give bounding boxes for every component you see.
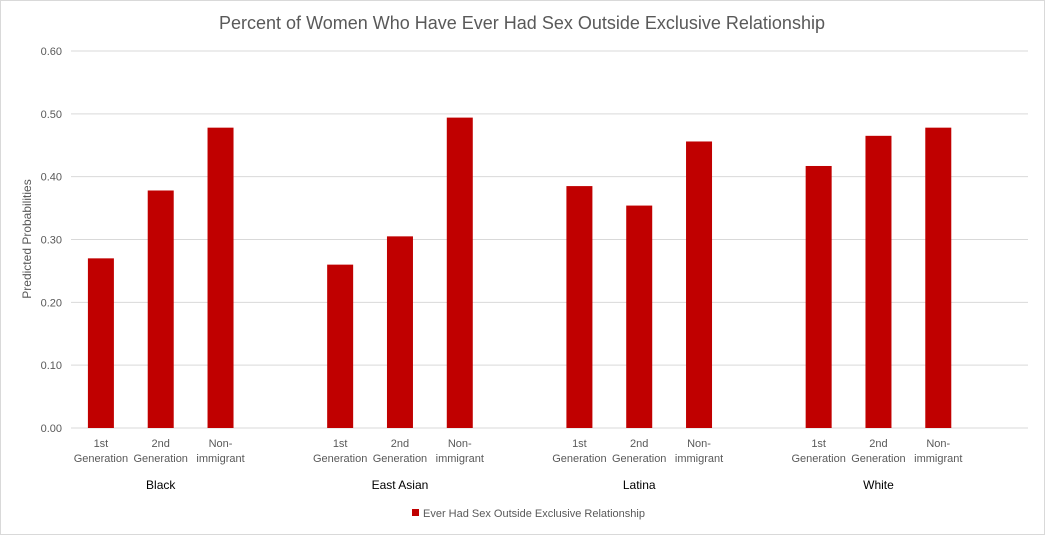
legend-label: Ever Had Sex Outside Exclusive Relations… <box>423 508 645 520</box>
bars <box>87 117 952 429</box>
subcategory-label: Generation <box>851 453 905 465</box>
subcategory-label: Non- <box>209 438 233 450</box>
subcategory-label: Generation <box>373 453 427 465</box>
legend: Ever Had Sex Outside Exclusive Relations… <box>412 508 645 520</box>
x-axis-labels: 1st Generation 2nd Generation Non-immigrant B… <box>74 438 963 492</box>
y-axis-label: Predicted Probabilities <box>20 179 34 298</box>
bar <box>805 165 832 429</box>
subcategory-label: immigrant <box>675 453 723 465</box>
bar <box>686 141 713 429</box>
bar <box>87 258 114 428</box>
subcategory-label: 2nd <box>391 438 409 450</box>
y-tick-label: 0.30 <box>41 235 62 247</box>
subcategory-label: immigrant <box>436 453 484 465</box>
bar <box>207 127 234 428</box>
subcategory-label: immigrant <box>196 453 244 465</box>
subcategory-label: 1st <box>572 438 587 450</box>
y-tick-label: 0.50 <box>41 109 62 121</box>
subcategory-label: Non- <box>448 438 472 450</box>
subcategory-label: Non- <box>926 438 950 450</box>
subcategory-label: Generation <box>313 453 367 465</box>
bar <box>566 186 593 428</box>
subcategory-label: Generation <box>134 453 188 465</box>
subcategory-label: 2nd <box>152 438 170 450</box>
subcategory-label: 2nd <box>630 438 648 450</box>
chart-title: Percent of Women Who Have Ever Had Sex O… <box>219 13 825 33</box>
y-tick-label: 0.10 <box>41 360 62 372</box>
y-tick-label: 0.60 <box>41 46 62 58</box>
bar <box>327 264 354 428</box>
subcategory-label: Generation <box>791 453 845 465</box>
subcategory-label: 1st <box>94 438 109 450</box>
bar <box>386 236 413 428</box>
subcategory-label: 2nd <box>869 438 887 450</box>
y-tick-label: 0.00 <box>41 423 62 435</box>
subcategory-label: 1st <box>333 438 348 450</box>
bar <box>147 190 174 428</box>
y-tick-label: 0.40 <box>41 172 62 184</box>
subcategory-label: Generation <box>74 453 128 465</box>
group-label: Latina <box>623 478 656 492</box>
bar <box>446 117 473 428</box>
bar <box>626 205 653 428</box>
subcategory-label: Generation <box>552 453 606 465</box>
subcategory-label: immigrant <box>914 453 962 465</box>
bar <box>865 135 892 428</box>
subcategory-label: Non- <box>687 438 711 450</box>
subcategory-label: 1st <box>811 438 826 450</box>
group-label: Black <box>146 478 176 492</box>
group-label: White <box>863 478 894 492</box>
legend-swatch <box>412 509 419 516</box>
subcategory-label: Generation <box>612 453 666 465</box>
y-tick-label: 0.20 <box>41 297 62 309</box>
y-axis-ticks: 0.00 0.10 0.20 0.30 0.40 0.50 0.60 <box>41 46 62 435</box>
group-label: East Asian <box>372 478 429 492</box>
bar <box>925 127 952 428</box>
